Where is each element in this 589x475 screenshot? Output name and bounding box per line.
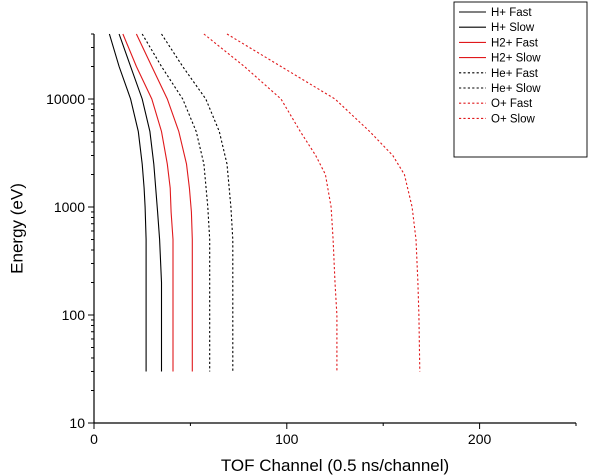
legend-label: O+ Slow [491,113,535,125]
y-tick-label: 100 [62,307,86,323]
legend-box [453,1,588,158]
series-line-h2-plus-fast [122,33,174,372]
series-line-he-plus-fast [141,33,211,372]
legend-label: H+ Slow [491,22,535,34]
legend-label: H2+ Slow [491,53,541,65]
axes: 0 100 200 10 100 1000 10000 [46,33,577,447]
series-line-h2-plus-slow [135,33,193,372]
series-line-o-plus-slow [226,33,421,372]
series-line-he-plus-slow [161,33,234,372]
y-tick-label: 1000 [54,199,85,215]
legend-label: He+ Fast [491,68,539,80]
legend-label: He+ Slow [491,83,541,95]
series-layer [108,33,421,372]
y-axis-title: Energy (eV) [7,183,26,274]
series-line-h-plus-fast [108,33,147,372]
x-tick-label: 200 [468,431,492,447]
legend-label: H+ Fast [491,7,532,19]
x-tick-label: 0 [90,431,98,447]
series-line-o-plus-fast [203,33,338,372]
y-tick-label: 10000 [46,91,85,107]
legend: H+ Fast H+ Slow H2+ Fast H2+ Slow He+ Fast He… [453,1,588,158]
x-axis-title: TOF Channel (0.5 ns/channel) [221,456,449,475]
series-line-h-plus-slow [118,33,163,372]
x-tick-label: 100 [275,431,299,447]
legend-label: O+ Fast [491,98,533,110]
y-tick-label: 10 [69,415,85,431]
legend-label: H2+ Fast [491,37,539,49]
